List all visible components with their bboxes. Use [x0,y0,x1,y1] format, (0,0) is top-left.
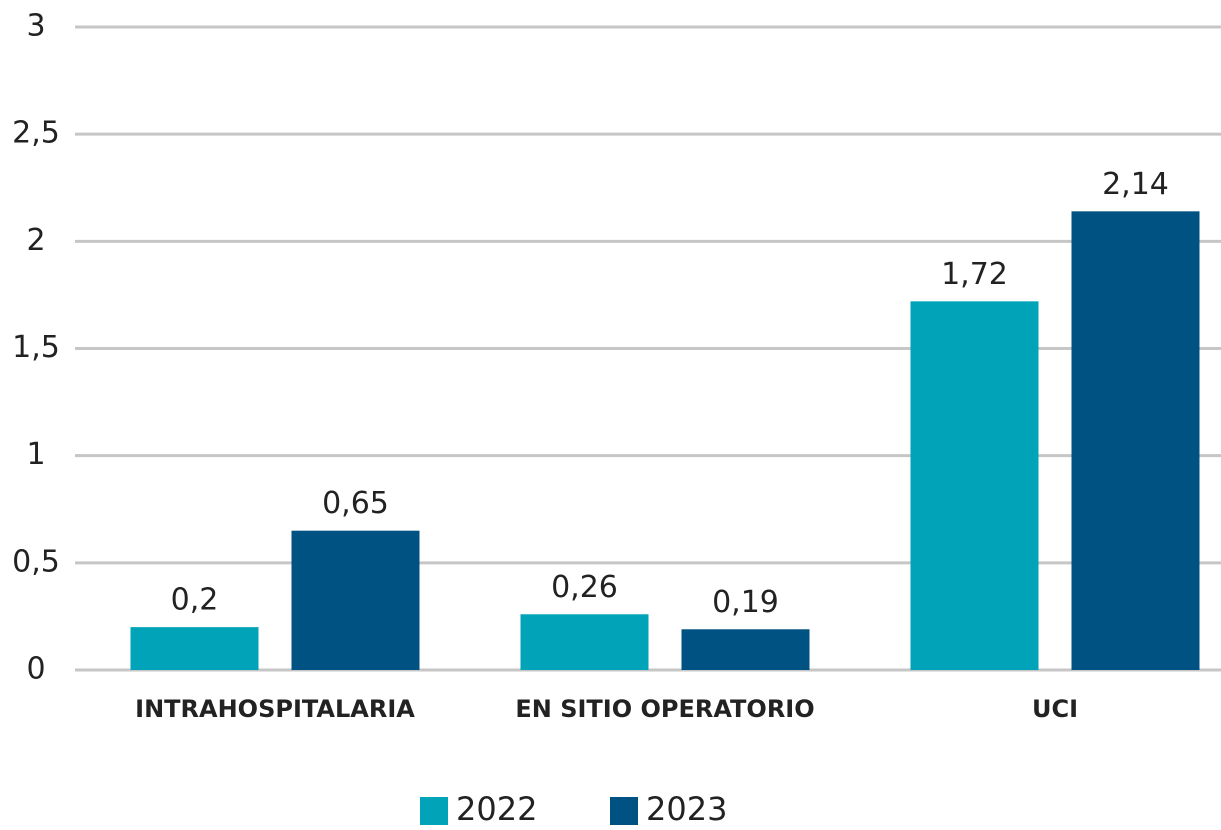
y-tick-label: 1,5 [12,330,60,365]
value-label: 1,72 [941,257,1008,292]
value-label: 2,14 [1102,167,1169,202]
value-label: 0,2 [171,583,219,618]
bar [520,614,649,670]
value-label: 0,19 [712,585,779,620]
y-tick-label: 0,5 [12,544,60,579]
y-tick-label: 3 [26,9,45,44]
bar [130,627,259,670]
value-label: 0,26 [551,570,618,605]
x-tick-label: INTRAHOSPITALARIA [135,695,415,723]
legend-swatch [420,797,448,825]
x-tick-label: UCI [1032,695,1078,723]
bar [291,530,420,670]
y-tick-label: 0 [26,652,45,687]
x-tick-label: EN SITIO OPERATORIO [515,695,814,723]
bar [681,629,810,670]
value-label: 0,65 [322,486,389,521]
y-tick-label: 2,5 [12,116,60,151]
legend-label: 2022 [456,790,537,828]
y-tick-label: 1 [26,437,45,472]
legend-label: 2023 [646,790,727,828]
bar [1071,211,1200,670]
legend-swatch [610,797,638,825]
y-tick-label: 2 [26,223,45,258]
bar [910,301,1039,670]
